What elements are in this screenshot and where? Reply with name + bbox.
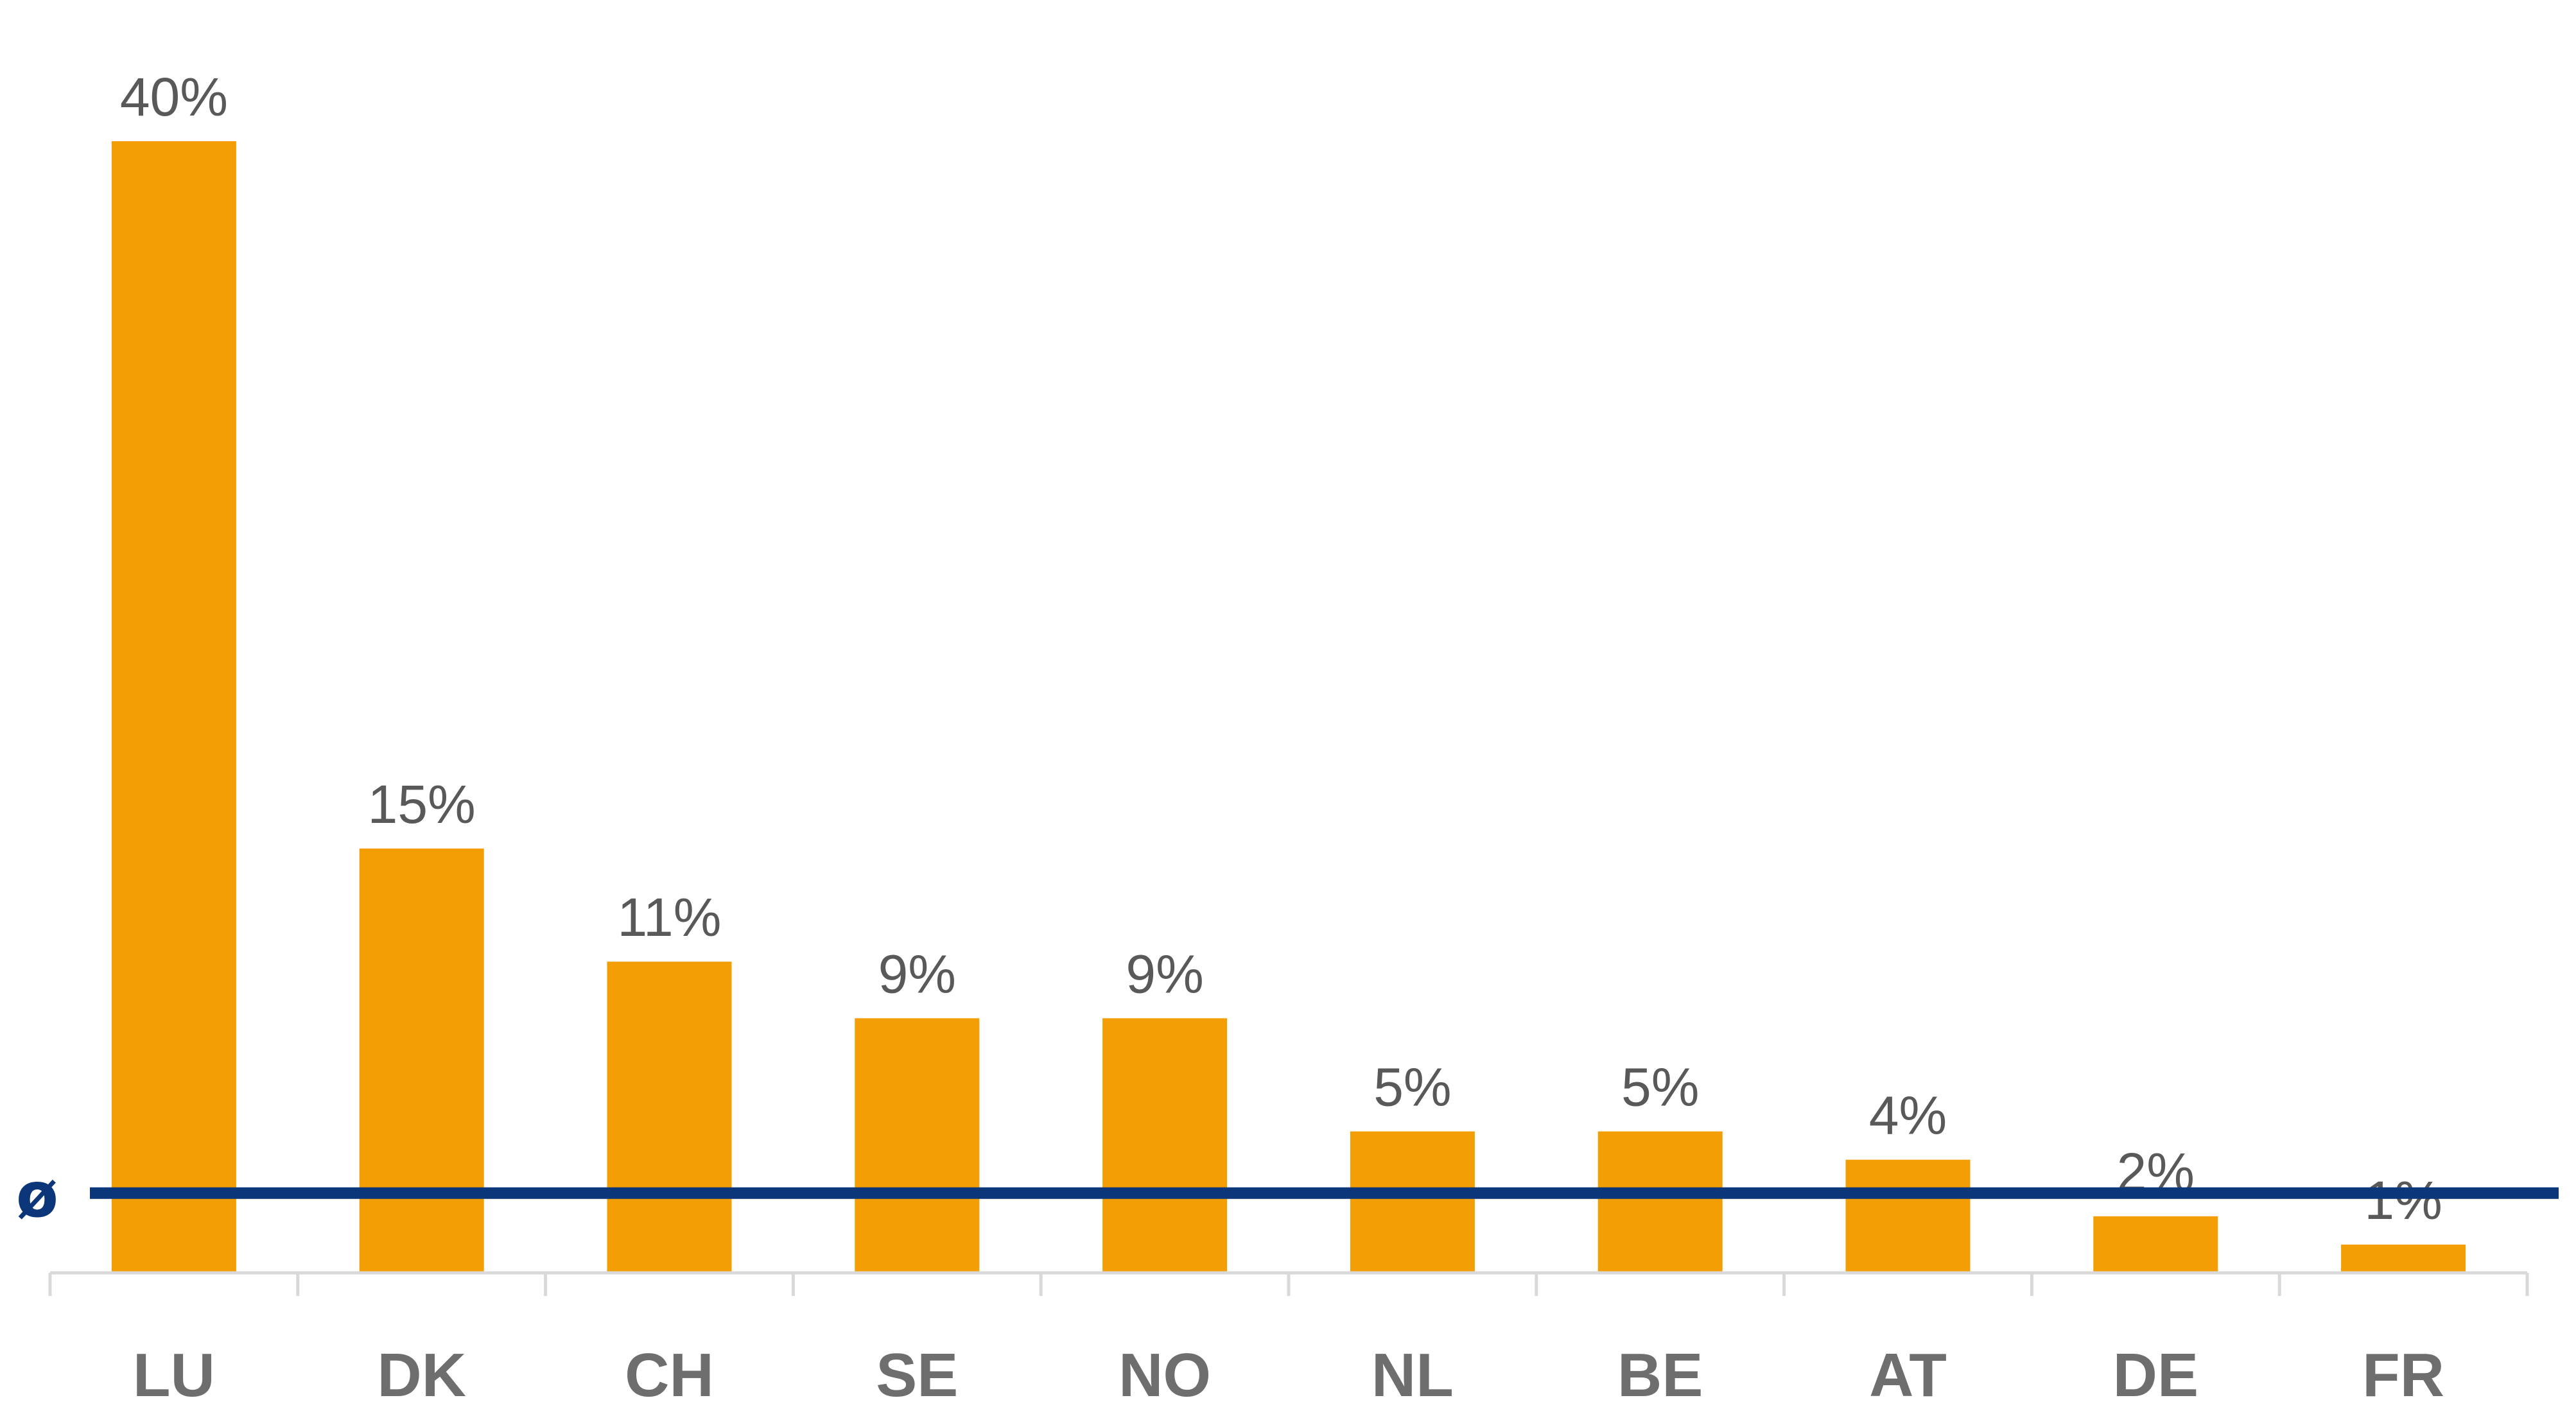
bars-group [111, 141, 2466, 1273]
bar-nl [1350, 1131, 1475, 1273]
category-label-dk: DK [377, 1341, 466, 1410]
x-axis [48, 1271, 2529, 1296]
data-label-fr: 1% [2364, 1170, 2442, 1231]
bar-ch [607, 962, 732, 1273]
category-label-at: AT [1869, 1341, 1947, 1410]
category-label-de: DE [2113, 1341, 2198, 1410]
category-labels-group: LU DK CH SE NO NL BE AT DE FR [133, 1341, 2444, 1410]
category-label-no: NO [1118, 1341, 1211, 1410]
bar-dk [359, 848, 484, 1273]
data-label-lu: 40% [120, 67, 228, 127]
category-label-fr: FR [2362, 1341, 2444, 1410]
data-label-se: 9% [878, 944, 956, 1004]
category-label-be: BE [1617, 1341, 1703, 1410]
bar-no [1102, 1018, 1228, 1273]
data-label-ch: 11% [618, 887, 722, 947]
category-label-se: SE [876, 1341, 958, 1410]
data-label-at: 4% [1869, 1085, 1947, 1146]
bar-se [855, 1018, 980, 1273]
category-label-lu: LU [133, 1341, 215, 1410]
category-label-nl: NL [1371, 1341, 1454, 1410]
bar-at [1845, 1159, 1971, 1273]
bar-lu [111, 141, 236, 1273]
bar-be [1597, 1131, 1723, 1273]
data-label-nl: 5% [1373, 1057, 1451, 1118]
data-label-no: 9% [1126, 944, 1203, 1004]
category-label-ch: CH [625, 1341, 714, 1410]
average-symbol: ø [16, 1159, 58, 1231]
data-label-dk: 15% [368, 774, 476, 834]
bar-de [2093, 1216, 2218, 1273]
data-label-be: 5% [1621, 1057, 1699, 1118]
bar-fr [2341, 1244, 2466, 1273]
